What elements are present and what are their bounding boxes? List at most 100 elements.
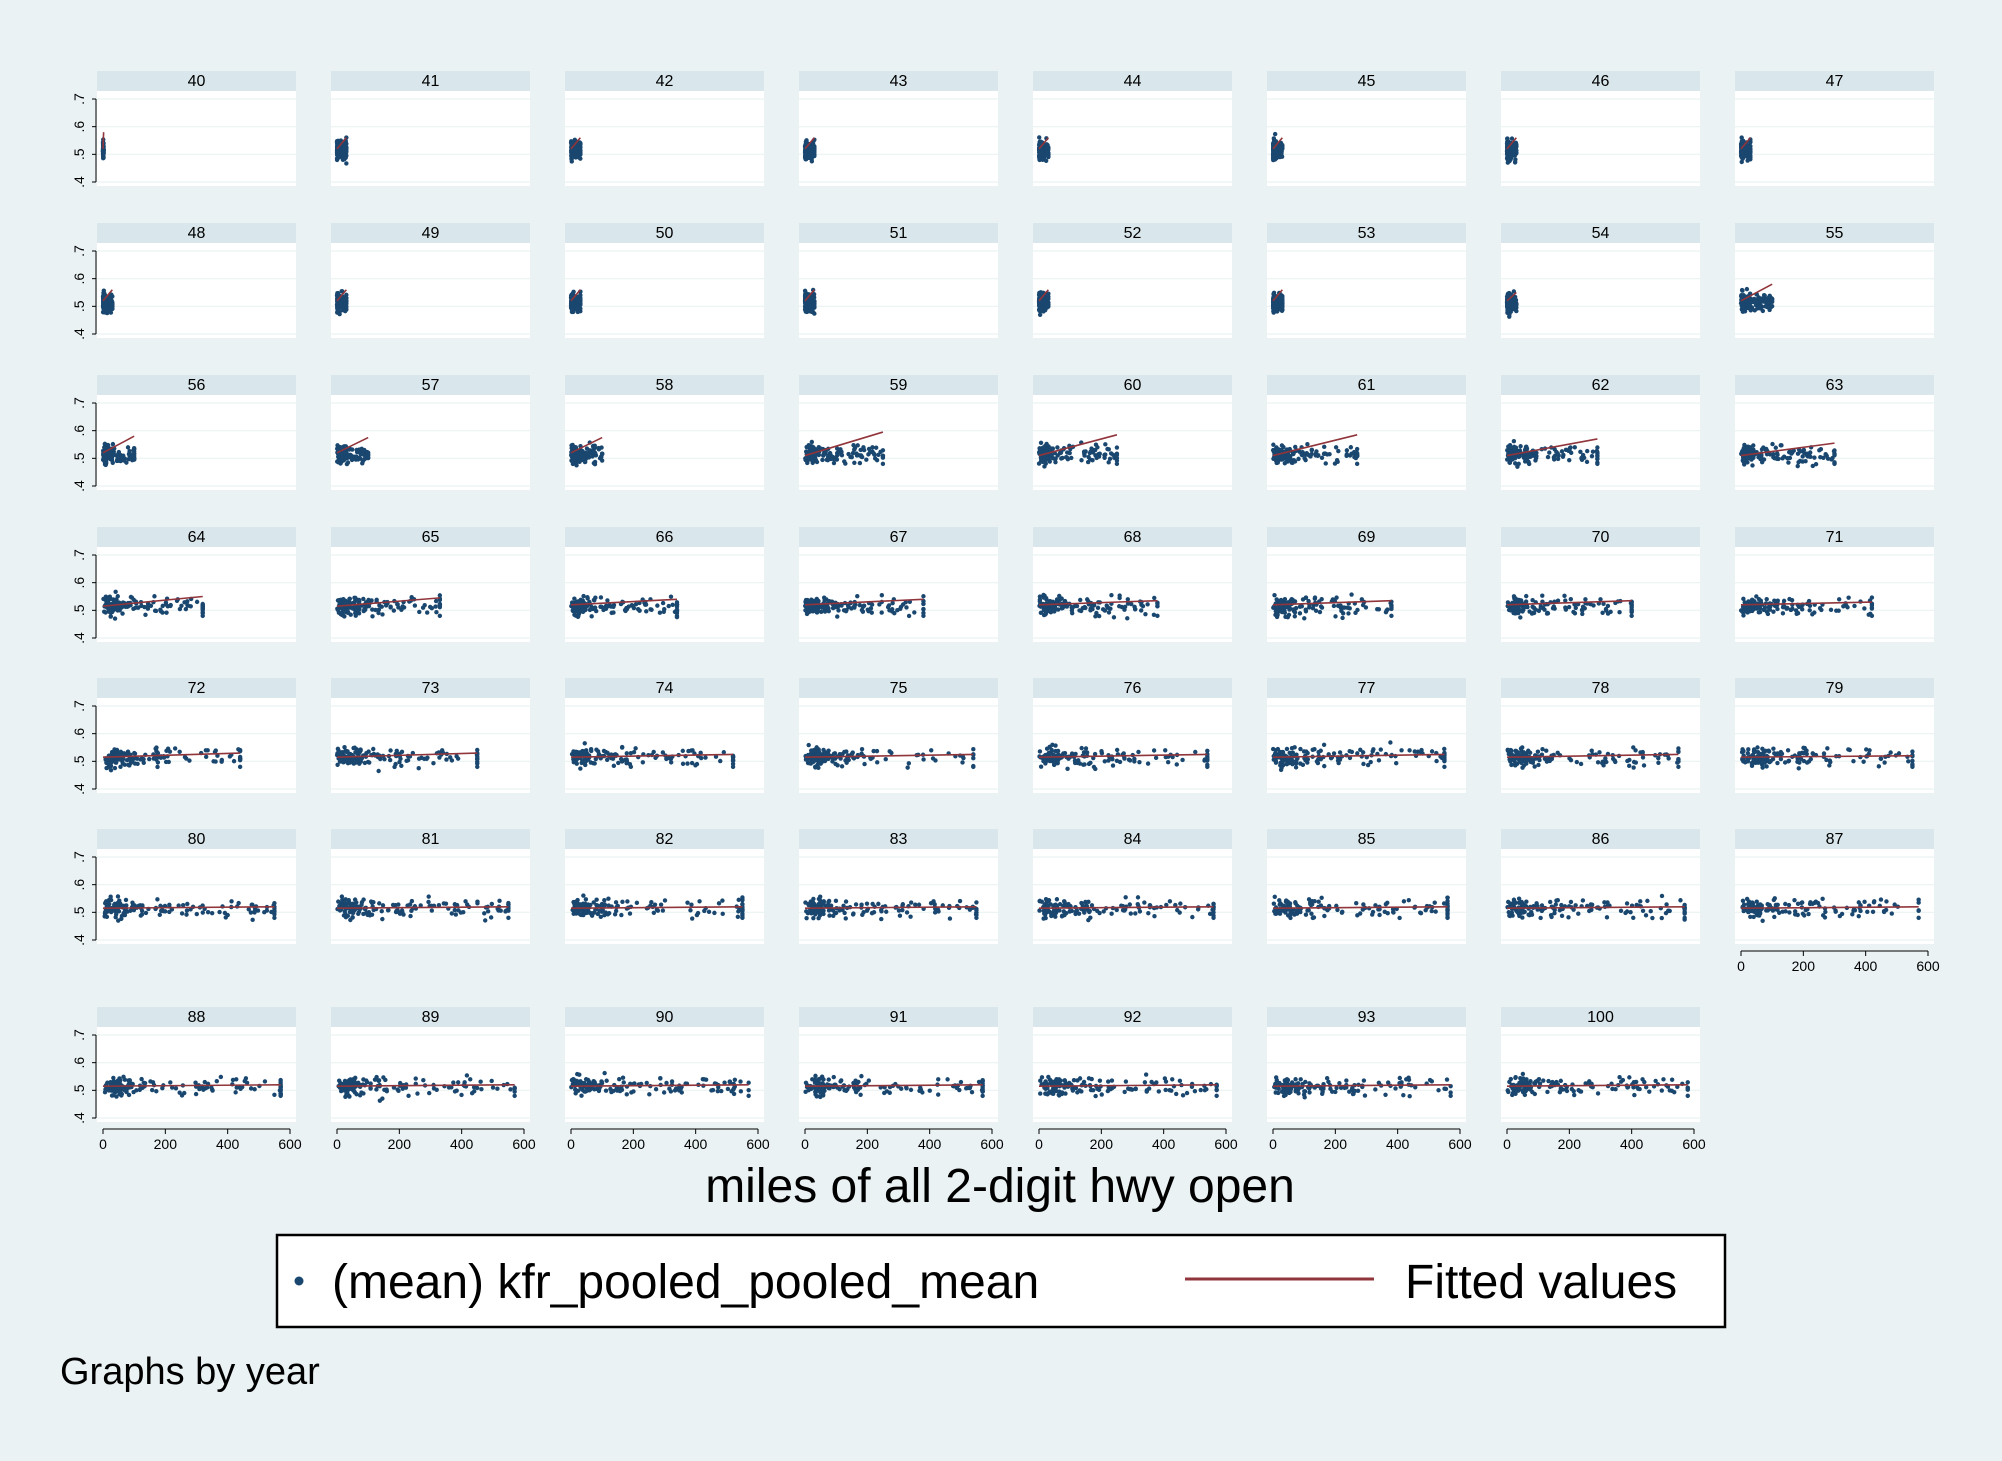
data-point [1103, 452, 1107, 456]
panel-label: 51 [890, 225, 908, 242]
data-point [1143, 612, 1147, 616]
data-point [1038, 300, 1042, 304]
data-point [912, 610, 916, 614]
data-point [887, 603, 891, 607]
data-point [1774, 446, 1778, 450]
data-point [630, 604, 634, 608]
data-point [1280, 296, 1284, 300]
y-tick-label: .5 [71, 604, 87, 616]
data-point [1524, 444, 1528, 448]
data-point [637, 608, 641, 612]
plot-area [1267, 395, 1466, 490]
data-point [609, 604, 613, 608]
data-point [842, 459, 846, 463]
panel-label: 45 [1358, 73, 1376, 90]
data-point [1629, 614, 1633, 618]
y-tick-label: .4 [71, 632, 87, 644]
data-point [344, 153, 348, 157]
data-point [1760, 447, 1764, 451]
data-point [1333, 614, 1337, 618]
data-point [1272, 136, 1276, 140]
data-point [1319, 604, 1323, 608]
data-point [1271, 156, 1275, 160]
plot-area [565, 395, 764, 490]
data-point [840, 453, 844, 457]
data-point [648, 607, 652, 611]
panel-label: 40 [188, 73, 206, 90]
data-point [1101, 607, 1105, 611]
data-point [825, 604, 829, 608]
data-point [817, 445, 821, 449]
data-point [348, 597, 352, 601]
data-point [158, 607, 162, 611]
plot-area [331, 91, 530, 186]
y-tick-label: .5 [71, 300, 87, 312]
panel-label: 43 [890, 73, 908, 90]
data-point [154, 609, 158, 613]
data-point [578, 151, 582, 155]
data-point [1301, 597, 1305, 601]
data-point [110, 306, 114, 310]
y-tick-label: .5 [71, 148, 87, 160]
data-point [1281, 445, 1285, 449]
data-point [572, 596, 576, 600]
data-point [1743, 450, 1747, 454]
data-point [120, 611, 124, 615]
data-point [388, 605, 392, 609]
plot-area [1267, 91, 1466, 186]
panel: 43 [799, 71, 998, 186]
panel-label: 68 [1124, 529, 1142, 546]
panel: 61 [1267, 375, 1466, 490]
data-point [890, 609, 894, 613]
data-point [859, 453, 863, 457]
data-point [609, 611, 613, 615]
data-point [1509, 307, 1513, 311]
data-point [1573, 611, 1577, 615]
data-point [572, 613, 576, 617]
data-point [1508, 445, 1512, 449]
data-point [1095, 445, 1099, 449]
data-point [1740, 139, 1744, 143]
data-point [1332, 604, 1336, 608]
data-point [1056, 607, 1060, 611]
panel: 67 [799, 527, 998, 642]
data-point [1788, 456, 1792, 460]
data-point [1787, 450, 1791, 454]
data-point [855, 453, 859, 457]
data-point [1107, 447, 1111, 451]
data-point [874, 446, 878, 450]
data-point [1364, 605, 1368, 609]
data-point [132, 598, 136, 602]
data-point [1304, 609, 1308, 613]
data-point [1508, 461, 1512, 465]
data-point [1349, 445, 1353, 449]
data-point [1513, 153, 1517, 157]
data-point [1739, 150, 1743, 154]
data-point [335, 140, 339, 144]
data-point [805, 598, 809, 602]
data-point [1300, 453, 1304, 457]
panel: 58 [565, 375, 764, 490]
plot-area [1033, 547, 1232, 642]
data-point [1088, 608, 1092, 612]
plot-area [1267, 243, 1466, 338]
data-point [573, 445, 577, 449]
data-point [1070, 608, 1074, 612]
plot-area [1735, 395, 1934, 490]
data-point [1800, 459, 1804, 463]
data-point [811, 456, 815, 460]
data-point [201, 605, 205, 609]
data-point [812, 311, 816, 315]
data-point [1042, 456, 1046, 460]
data-point [1360, 597, 1364, 601]
data-point [376, 611, 380, 615]
data-point [149, 604, 153, 608]
data-point [1344, 454, 1348, 458]
plot-area [565, 243, 764, 338]
data-point [662, 610, 666, 614]
data-point [643, 603, 647, 607]
data-point [851, 443, 855, 447]
data-point [1139, 608, 1143, 612]
data-point [1283, 597, 1287, 601]
